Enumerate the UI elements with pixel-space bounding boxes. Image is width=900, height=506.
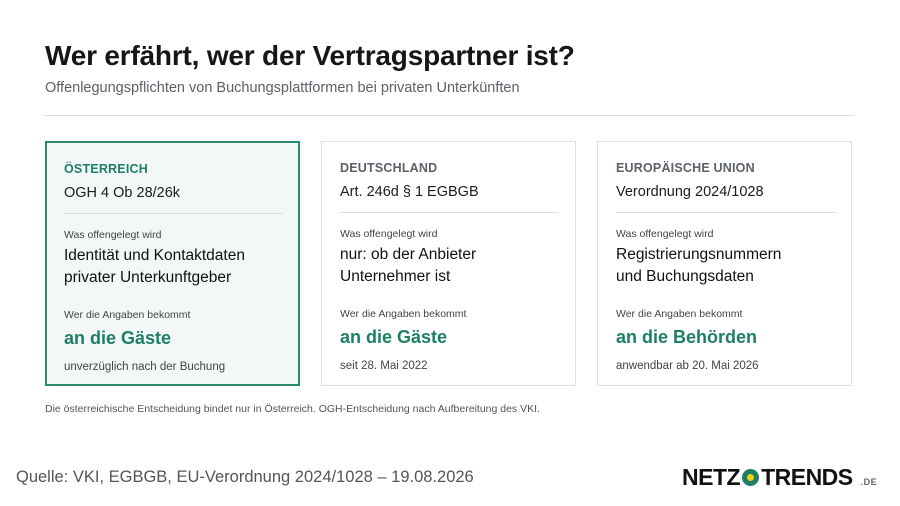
label: Wer die Angaben bekommt — [340, 308, 467, 320]
card-divider — [64, 213, 283, 214]
disclosed: Registrierungsnummern — [616, 246, 782, 263]
ruling: OGH 4 Ob 28/26k — [64, 185, 181, 201]
label: Wer die Angaben bekommt — [64, 309, 191, 321]
logo-text: NETZ — [682, 464, 741, 490]
logo-suffix: .DE — [860, 477, 878, 487]
region: DEUTSCHLAND — [340, 161, 438, 175]
card: DEUTSCHLAND Art. 246d § 1 EGBGB Was offe… — [321, 141, 576, 386]
disclosed: nur: ob der Anbieter — [340, 246, 477, 263]
timing: unverzüglich nach der Buchung — [64, 361, 226, 373]
disclosed: und Buchungsdaten — [616, 268, 754, 285]
logo-icon — [742, 469, 760, 486]
disclosed: Unternehmer ist — [340, 268, 451, 285]
recipient: an die Gäste — [340, 327, 448, 347]
card: ÖSTERREICH OGH 4 Ob 28/26k Was offengele… — [45, 141, 300, 386]
region: ÖSTERREICH — [64, 162, 148, 176]
timing: seit 28. Mai 2022 — [340, 360, 428, 372]
card: EUROPÄISCHE UNION Verordnung 2024/1028 W… — [597, 141, 852, 386]
recipient: an die Behörden — [616, 327, 758, 347]
source: Quelle: VKI, EGBGB, EU-Verordnung 2024/1… — [16, 468, 474, 486]
timing: anwendbar ab 20. Mai 2026 — [616, 360, 759, 372]
subtitle: Offenlegungspflichten von Buchungsplattf… — [45, 80, 520, 96]
region: EUROPÄISCHE UNION — [616, 161, 755, 175]
footnote: Die österreichische Entscheidung bindet … — [45, 403, 540, 415]
logo-text: TRENDS — [761, 464, 853, 490]
ruling: Art. 246d § 1 EGBGB — [340, 184, 479, 200]
label: Was offengelegt wird — [340, 228, 438, 240]
card-divider — [340, 212, 559, 213]
disclosed: Identität und Kontaktdaten — [64, 247, 245, 264]
card-divider — [616, 212, 835, 213]
title: Wer erfährt, wer der Vertragspartner ist… — [45, 40, 575, 71]
label: Was offengelegt wird — [64, 229, 162, 241]
recipient: an die Gäste — [64, 328, 172, 348]
label: Was offengelegt wird — [616, 228, 714, 240]
disclosed: privater Unterkunftgeber — [64, 269, 232, 286]
ruling: Verordnung 2024/1028 — [616, 184, 764, 200]
divider — [45, 115, 855, 116]
label: Wer die Angaben bekommt — [616, 308, 743, 320]
logo: NETZ TRENDS .DE — [682, 464, 877, 491]
